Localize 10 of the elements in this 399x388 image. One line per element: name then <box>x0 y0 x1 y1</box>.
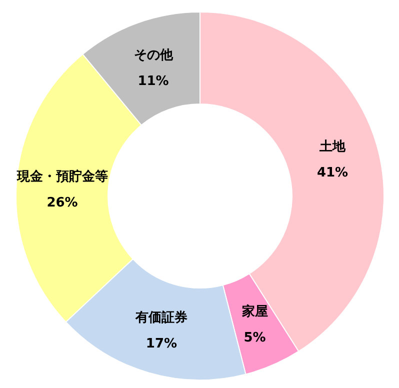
slice-label: 土地 <box>318 140 347 154</box>
data-label: 26% <box>46 195 78 210</box>
slice-label: 家屋 <box>240 304 268 320</box>
data-label: 11% <box>138 74 169 90</box>
slice-label: その他 <box>134 48 174 64</box>
slice-label: 有価証券 <box>134 310 188 326</box>
data-label: 17% <box>146 336 178 352</box>
data-label: 5% <box>244 330 266 346</box>
data-label: 41% <box>316 166 348 180</box>
slice-label: 現金・預貯金等 <box>16 168 108 184</box>
